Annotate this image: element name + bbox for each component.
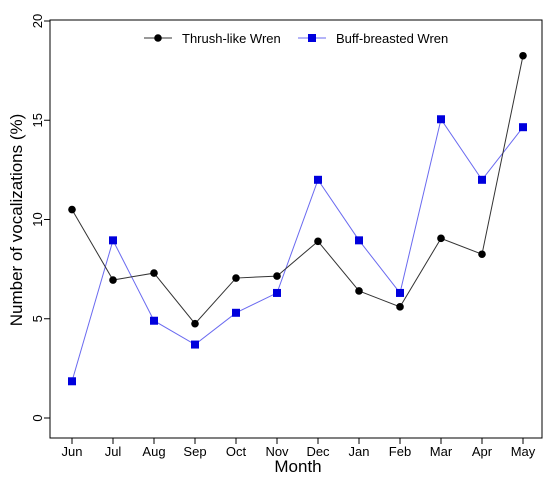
legend-marker xyxy=(308,34,316,42)
data-point xyxy=(519,123,527,132)
data-point xyxy=(519,51,527,60)
x-tick-label: Nov xyxy=(265,444,289,459)
x-tick-label: Oct xyxy=(226,444,247,459)
series-0 xyxy=(68,51,527,328)
y-axis-title: Number of vocalizations (%) xyxy=(7,114,26,327)
x-tick-label: Jun xyxy=(62,444,83,459)
data-point xyxy=(273,272,281,280)
legend-marker xyxy=(154,34,162,42)
x-tick-label: Sep xyxy=(183,444,206,459)
x-tick-label: Mar xyxy=(430,444,453,459)
legend-item: Thrush-like Wren xyxy=(144,31,281,46)
y-tick-label: 15 xyxy=(30,113,45,127)
data-point xyxy=(478,175,486,184)
legend: Thrush-like Wren Buff-breasted Wren xyxy=(144,31,448,46)
y-tick-label: 10 xyxy=(30,212,45,226)
x-tick-label: Feb xyxy=(389,444,411,459)
x-tick-label: Jan xyxy=(349,444,370,459)
data-point xyxy=(232,274,240,282)
data-point xyxy=(314,175,322,184)
data-point xyxy=(150,316,158,325)
data-point xyxy=(478,250,486,259)
series-1 xyxy=(68,115,527,386)
legend-label: Buff-breasted Wren xyxy=(336,31,448,46)
data-point xyxy=(191,319,199,328)
y-tick-label: 5 xyxy=(30,315,45,322)
series-layer xyxy=(68,51,527,386)
x-tick-label: May xyxy=(511,444,536,459)
data-point xyxy=(396,303,404,311)
data-point xyxy=(109,236,117,245)
x-tick-label: Dec xyxy=(306,444,330,459)
data-point xyxy=(273,288,281,297)
y-axis: 0 5 10 15 20 xyxy=(30,14,50,422)
x-axis-title: Month xyxy=(274,457,321,476)
data-point xyxy=(355,287,363,295)
data-point xyxy=(314,237,322,246)
data-point xyxy=(109,276,117,284)
x-tick-label: Aug xyxy=(142,444,165,459)
y-tick-label: 20 xyxy=(30,14,45,28)
x-axis: Jun Jul Aug Sep Oct Nov Dec Jan Feb Mar Apr May xyxy=(62,438,536,459)
data-point xyxy=(68,377,76,386)
series-line xyxy=(71,118,524,382)
y-tick-label: 0 xyxy=(30,414,45,421)
data-point xyxy=(232,308,240,317)
data-point xyxy=(355,236,363,245)
plot-frame xyxy=(49,19,543,439)
data-point xyxy=(150,269,158,277)
data-point xyxy=(437,234,445,243)
data-point xyxy=(68,205,76,214)
data-point xyxy=(437,115,445,124)
legend-item: Buff-breasted Wren xyxy=(298,31,448,46)
data-point xyxy=(191,340,199,349)
data-point xyxy=(396,288,404,297)
series-line xyxy=(71,55,524,325)
legend-label: Thrush-like Wren xyxy=(182,31,281,46)
x-tick-label: Jul xyxy=(105,444,122,459)
x-tick-label: Apr xyxy=(472,444,493,459)
